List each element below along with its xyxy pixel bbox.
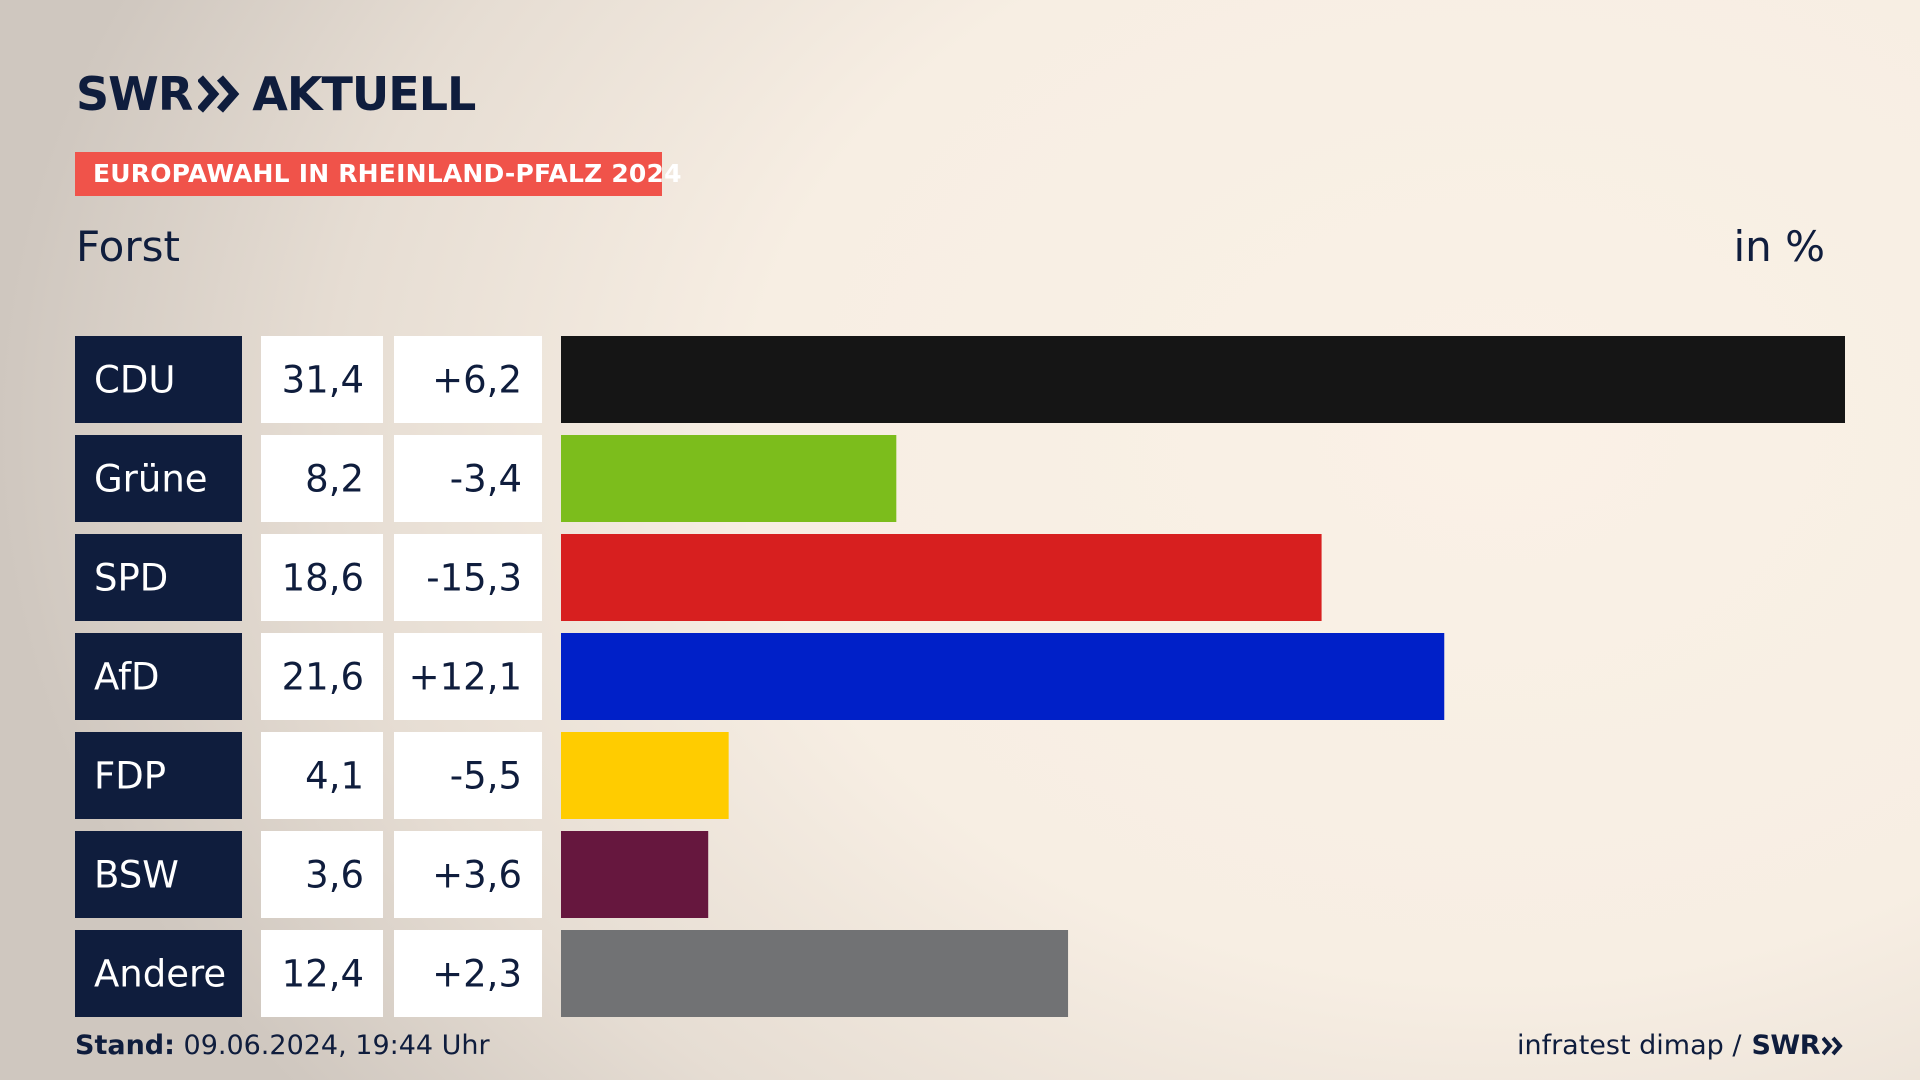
party-label: Grüne (94, 458, 208, 501)
party-label: FDP (94, 755, 166, 798)
change-cell (394, 930, 542, 1017)
party-label-box (75, 732, 242, 819)
change-cell (394, 831, 542, 918)
unit-label: in % (1733, 222, 1825, 271)
region-title: Forst (76, 222, 180, 271)
value-label: 4,1 (305, 755, 364, 798)
party-label-box (75, 633, 242, 720)
party-label-box (75, 534, 242, 621)
value-label: 18,6 (282, 557, 364, 600)
source-brand: SWR (1751, 1030, 1820, 1061)
value-cell (261, 930, 383, 1017)
change-label: +2,3 (432, 953, 522, 996)
value-cell (261, 831, 383, 918)
change-label: -3,4 (450, 458, 522, 501)
change-cell (394, 534, 542, 621)
value-label: 21,6 (282, 656, 364, 699)
party-label: BSW (94, 854, 179, 897)
party-label: Andere (94, 953, 226, 996)
party-label-box (75, 336, 242, 423)
double-chevron-icon (1822, 1036, 1843, 1055)
bar-bsw (561, 831, 709, 918)
value-label: 3,6 (305, 854, 364, 897)
value-cell (261, 633, 383, 720)
timestamp-label: Stand: (75, 1030, 175, 1061)
value-label: 8,2 (305, 458, 364, 501)
logo-brand: SWR (76, 67, 193, 121)
value-cell (261, 435, 383, 522)
source-text: infratest dimap / (1516, 1030, 1742, 1061)
double-chevron-icon (198, 75, 240, 113)
change-label: +6,2 (432, 359, 522, 402)
value-cell (261, 534, 383, 621)
timestamp-value: 09.06.2024, 19:44 Uhr (183, 1030, 490, 1061)
bar-fdp (561, 732, 729, 819)
change-cell (394, 732, 542, 819)
party-label-box (75, 435, 242, 522)
change-label: +12,1 (409, 656, 522, 699)
party-label-box (75, 831, 242, 918)
change-label: +3,6 (432, 854, 522, 897)
bar-afd (561, 633, 1445, 720)
value-cell (261, 336, 383, 423)
change-cell (394, 633, 542, 720)
change-cell (394, 336, 542, 423)
logo-suffix: AKTUELL (252, 67, 476, 121)
change-label: -5,5 (450, 755, 522, 798)
timestamp: Stand: 09.06.2024, 19:44 Uhr (75, 1030, 490, 1061)
party-label: CDU (94, 359, 175, 402)
party-label-box (75, 930, 242, 1017)
swr-aktuell-logo: SWR AKTUELL (76, 66, 476, 122)
bar-cdu (561, 336, 1845, 423)
change-cell (394, 435, 542, 522)
value-label: 31,4 (282, 359, 364, 402)
party-label: SPD (94, 557, 168, 600)
bar-andere (561, 930, 1069, 1017)
election-tag: EUROPAWAHL IN RHEINLAND-PFALZ 2024 (75, 152, 682, 196)
source-credit: infratest dimap / SWR (1517, 1030, 1844, 1061)
value-label: 12,4 (282, 953, 364, 996)
party-label: AfD (94, 656, 160, 699)
value-cell (261, 732, 383, 819)
bar-spd (561, 534, 1322, 621)
change-label: -15,3 (426, 557, 522, 600)
bar-grüne (561, 435, 897, 522)
